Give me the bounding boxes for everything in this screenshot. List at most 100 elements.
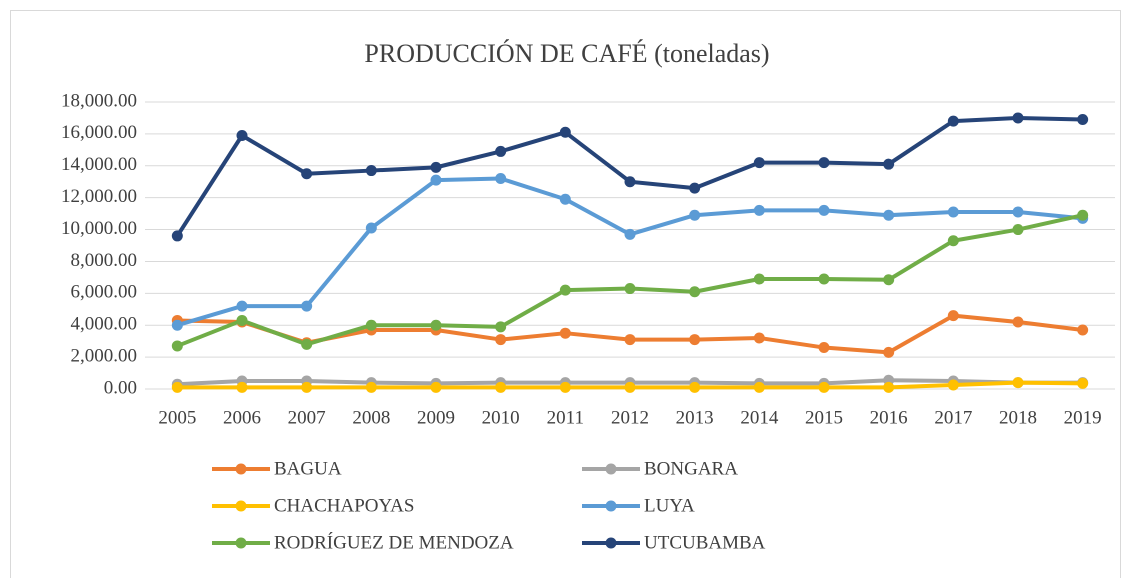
data-point <box>883 381 895 393</box>
data-point <box>365 319 377 331</box>
x-tick-label: 2009 <box>417 407 455 428</box>
data-point <box>753 332 765 344</box>
data-point <box>559 284 571 296</box>
data-point <box>365 381 377 393</box>
data-point <box>1077 114 1089 126</box>
data-point <box>236 314 248 326</box>
data-point <box>624 334 636 346</box>
data-point <box>624 228 636 240</box>
data-point <box>236 300 248 312</box>
x-tick-label: 2016 <box>870 407 908 428</box>
data-point <box>1012 206 1024 218</box>
data-point <box>430 381 442 393</box>
data-point <box>689 182 701 194</box>
data-point <box>495 145 507 157</box>
chart-title: PRODUCCIÓN DE CAFÉ (toneladas) <box>364 39 769 68</box>
y-tick-label: 12,000.00 <box>61 186 137 207</box>
data-point <box>818 273 830 285</box>
x-tick-label: 2018 <box>999 407 1037 428</box>
legend-marker <box>235 537 247 549</box>
data-point <box>430 319 442 331</box>
legend-label: BONGARA <box>644 458 738 479</box>
data-point <box>559 126 571 138</box>
data-point <box>171 340 183 352</box>
x-tick-label: 2011 <box>547 407 584 428</box>
data-point <box>753 204 765 216</box>
data-point <box>818 204 830 216</box>
data-point <box>301 168 313 180</box>
data-point <box>947 206 959 218</box>
data-point <box>1012 316 1024 328</box>
data-point <box>818 157 830 169</box>
data-point <box>559 327 571 339</box>
x-tick-label: 2015 <box>805 407 843 428</box>
data-point <box>883 209 895 221</box>
data-point <box>171 319 183 331</box>
x-tick-label: 2014 <box>740 407 779 428</box>
data-point <box>1012 112 1024 124</box>
data-point <box>753 381 765 393</box>
data-point <box>947 235 959 247</box>
x-tick-label: 2006 <box>223 407 261 428</box>
data-point <box>365 165 377 177</box>
legend-marker <box>605 537 617 549</box>
data-point <box>559 193 571 205</box>
data-point <box>818 381 830 393</box>
data-point <box>1077 324 1089 336</box>
data-point <box>1077 377 1089 389</box>
x-tick-label: 2012 <box>611 407 649 428</box>
legend-label: LUYA <box>644 495 695 516</box>
data-point <box>236 129 248 141</box>
data-point <box>1077 209 1089 221</box>
x-tick-label: 2010 <box>482 407 520 428</box>
legend-marker <box>235 463 247 475</box>
data-point <box>301 338 313 350</box>
data-point <box>689 209 701 221</box>
y-tick-label: 10,000.00 <box>61 218 137 239</box>
data-point <box>753 157 765 169</box>
legend-label: BAGUA <box>274 458 342 479</box>
y-tick-label: 18,000.00 <box>61 90 137 111</box>
data-point <box>365 222 377 234</box>
data-point <box>430 161 442 173</box>
x-tick-label: 2007 <box>288 407 326 428</box>
data-point <box>301 300 313 312</box>
data-point <box>430 174 442 186</box>
y-tick-label: 8,000.00 <box>71 250 138 271</box>
data-point <box>818 342 830 354</box>
y-tick-label: 16,000.00 <box>61 122 137 143</box>
data-point <box>236 381 248 393</box>
data-point <box>753 273 765 285</box>
data-point <box>495 321 507 333</box>
data-point <box>689 286 701 298</box>
x-tick-label: 2013 <box>676 407 714 428</box>
x-tick-label: 2005 <box>158 407 196 428</box>
data-point <box>883 346 895 358</box>
data-point <box>301 381 313 393</box>
x-tick-label: 2008 <box>352 407 390 428</box>
legend-label: RODRÍGUEZ DE MENDOZA <box>274 531 514 553</box>
data-point <box>171 381 183 393</box>
x-tick-label: 2019 <box>1064 407 1102 428</box>
data-point <box>559 381 571 393</box>
y-tick-label: 14,000.00 <box>61 154 137 175</box>
data-point <box>495 381 507 393</box>
data-point <box>624 176 636 188</box>
legend-marker <box>235 500 247 512</box>
data-point <box>947 310 959 322</box>
legend-marker <box>605 500 617 512</box>
y-tick-label: 6,000.00 <box>71 282 138 303</box>
y-tick-label: 2,000.00 <box>71 345 138 366</box>
legend-marker <box>605 463 617 475</box>
y-tick-label: 0.00 <box>104 377 137 398</box>
data-point <box>1012 224 1024 236</box>
data-point <box>624 283 636 295</box>
data-point <box>883 274 895 286</box>
x-tick-label: 2017 <box>934 407 972 428</box>
data-point <box>171 230 183 242</box>
data-point <box>1012 377 1024 389</box>
data-point <box>495 173 507 185</box>
data-point <box>624 381 636 393</box>
data-point <box>495 334 507 346</box>
data-point <box>883 158 895 170</box>
